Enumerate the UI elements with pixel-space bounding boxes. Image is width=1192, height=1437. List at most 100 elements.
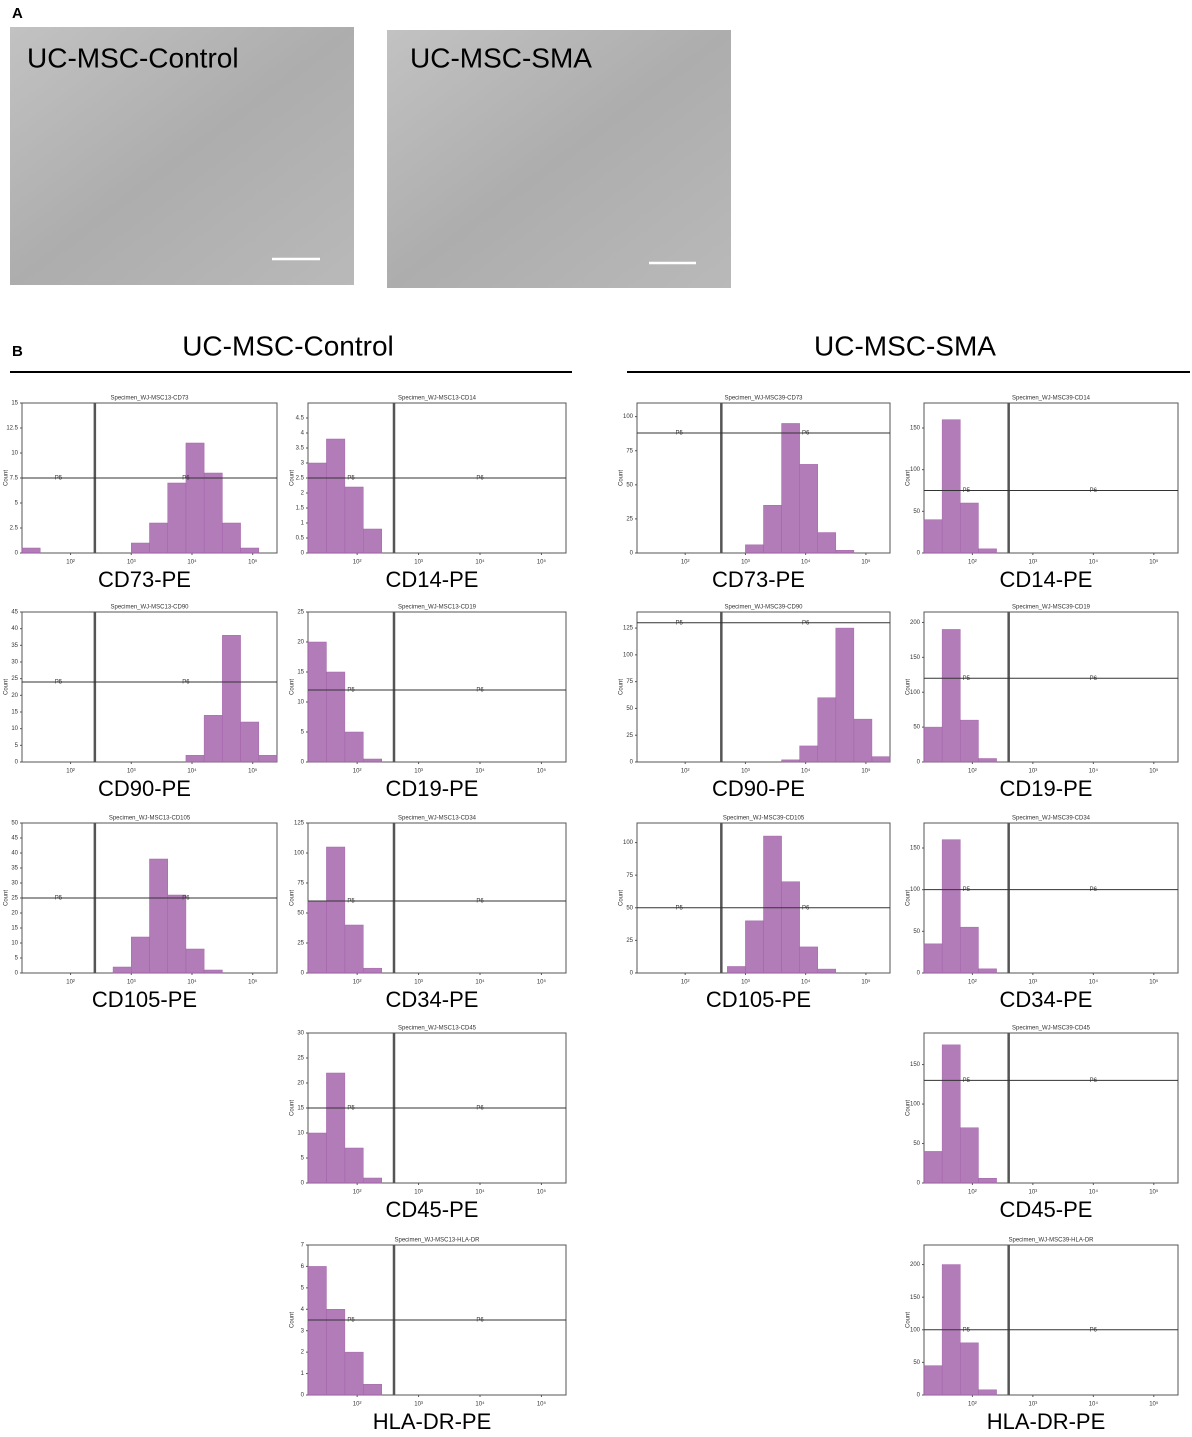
marker-label: CD45-PE [386,1197,479,1222]
histogram-bar [131,542,150,554]
histogram-bar [222,522,241,554]
y-tick-label: 0 [917,1181,921,1187]
gate-label: P5 [963,676,971,682]
histogram-plot: Specimen_WJ-MSC13-CD34 Count 0 25 50 75 100 125… [290,816,567,1012]
y-tick-label: 1.5 [296,506,305,512]
y-axis-label: Count [619,470,625,486]
x-tick-label: 10⁴ [187,768,197,775]
y-tick-label: 2.5 [10,526,19,532]
histogram-bar [112,966,132,974]
histogram-bar [307,641,327,763]
y-tick-label: 50 [626,482,633,488]
plot-title: Specimen_WJ-MSC39-CD73 [724,396,803,402]
plot-title: Specimen_WJ-MSC13-CD73 [110,396,189,402]
x-tick-label: 10³ [741,560,750,566]
y-tick-label: 50 [913,1141,920,1147]
histogram-bar [21,547,41,554]
gate-label: P5 [347,899,355,905]
y-axis-label: Count [619,890,625,906]
marker-label: CD73-PE [712,567,805,592]
histogram-bar [363,1384,382,1396]
marker-label: CD45-PE [1000,1197,1093,1222]
y-tick-label: 35 [11,643,18,649]
histogram-bar [960,1342,979,1396]
histogram-plot: Specimen_WJ-MSC39-CD45 Count 0 50 100 150 10² 1… [906,1026,1179,1222]
histogram-bar [978,1389,997,1396]
gate-label: P5 [347,688,355,694]
y-tick-label: 20 [11,693,18,699]
histogram-bar [240,547,260,554]
gate-label: P6 [182,476,190,482]
y-tick-label: 10 [297,700,304,706]
x-tick-label: 10⁵ [537,559,547,566]
y-tick-label: 5 [15,501,19,507]
y-tick-label: 4 [301,1307,305,1313]
image-caption: UC-MSC-SMA [410,42,592,73]
histogram-bar [923,519,943,554]
y-tick-label: 7.5 [10,476,19,482]
x-tick-label: 10³ [414,980,423,986]
x-tick-label: 10⁴ [801,979,811,986]
x-tick-label: 10² [66,980,75,986]
histogram-bar [835,550,855,554]
y-tick-label: 50 [913,929,920,935]
histogram-bar [923,1365,943,1396]
y-tick-label: 5 [301,730,305,736]
histogram-bar [363,1177,382,1184]
histogram-bar [185,755,205,763]
y-tick-label: 0 [301,760,305,766]
y-tick-label: 2 [301,491,305,497]
marker-label: CD105-PE [92,987,197,1012]
plot-title: Specimen_WJ-MSC39-CD90 [724,605,803,611]
histogram-bar [326,671,346,763]
x-tick-label: 10⁵ [537,979,547,986]
x-tick-label: 10² [66,769,75,775]
y-tick-label: 10 [11,941,18,947]
histogram-plot: Specimen_WJ-MSC39-CD105 Count 0 25 50 75 100 10… [619,816,891,1012]
x-tick-label: 10⁵ [861,979,871,986]
histogram-bar [185,948,205,974]
gate-label: P5 [347,476,355,482]
histogram-bar [307,1266,327,1396]
histogram-plot: Specimen_WJ-MSC13-HLA-DR Count 0 1 2 3 4 5 6 7 10²… [290,1238,567,1434]
y-tick-label: 45 [11,610,18,616]
histogram-bar [307,900,327,974]
x-tick-label: 10³ [1029,560,1038,566]
y-tick-label: 10 [297,1131,304,1137]
x-tick-label: 10⁵ [861,768,871,775]
histogram-bar [817,532,837,554]
histogram-bar [941,629,961,763]
histogram-bar [326,1072,346,1184]
histogram-bar [326,846,346,974]
x-tick-label: 10³ [127,980,136,986]
panel-label: B [12,343,23,360]
x-tick-label: 10² [681,980,690,986]
y-axis-label: Count [290,470,296,486]
x-tick-label: 10³ [1029,1190,1038,1196]
y-tick-label: 100 [910,467,921,473]
gate-label: P6 [802,620,810,626]
y-tick-label: 100 [623,652,634,658]
histogram-plot: Specimen_WJ-MSC13-CD45 Count 0 5 10 15 20 25 30 1… [290,1026,567,1222]
marker-label: HLA-DR-PE [987,1409,1106,1434]
x-tick-label: 10⁴ [1089,1189,1099,1196]
marker-label: CD90-PE [712,776,805,801]
y-tick-label: 5 [15,956,19,962]
y-tick-label: 3.5 [296,446,305,452]
group-title: UC-MSC-Control [182,330,394,361]
plot-title: Specimen_WJ-MSC39-HLA-DR [1008,1238,1094,1244]
y-tick-label: 125 [294,821,305,827]
histogram-bar [745,920,764,974]
gate-label: P5 [675,905,683,911]
x-tick-label: 10³ [414,560,423,566]
x-tick-label: 10² [66,560,75,566]
histogram-bar [978,968,997,974]
histogram-bar [923,1151,943,1184]
x-tick-label: 10⁵ [861,559,871,566]
y-tick-label: 200 [910,620,921,626]
group-title: UC-MSC-SMA [814,330,996,361]
y-tick-label: 0 [15,760,19,766]
x-tick-label: 10² [353,980,362,986]
histogram-plot: Specimen_WJ-MSC39-CD90 Count 0 25 50 75 100 125… [619,605,891,801]
x-tick-label: 10³ [1029,769,1038,775]
